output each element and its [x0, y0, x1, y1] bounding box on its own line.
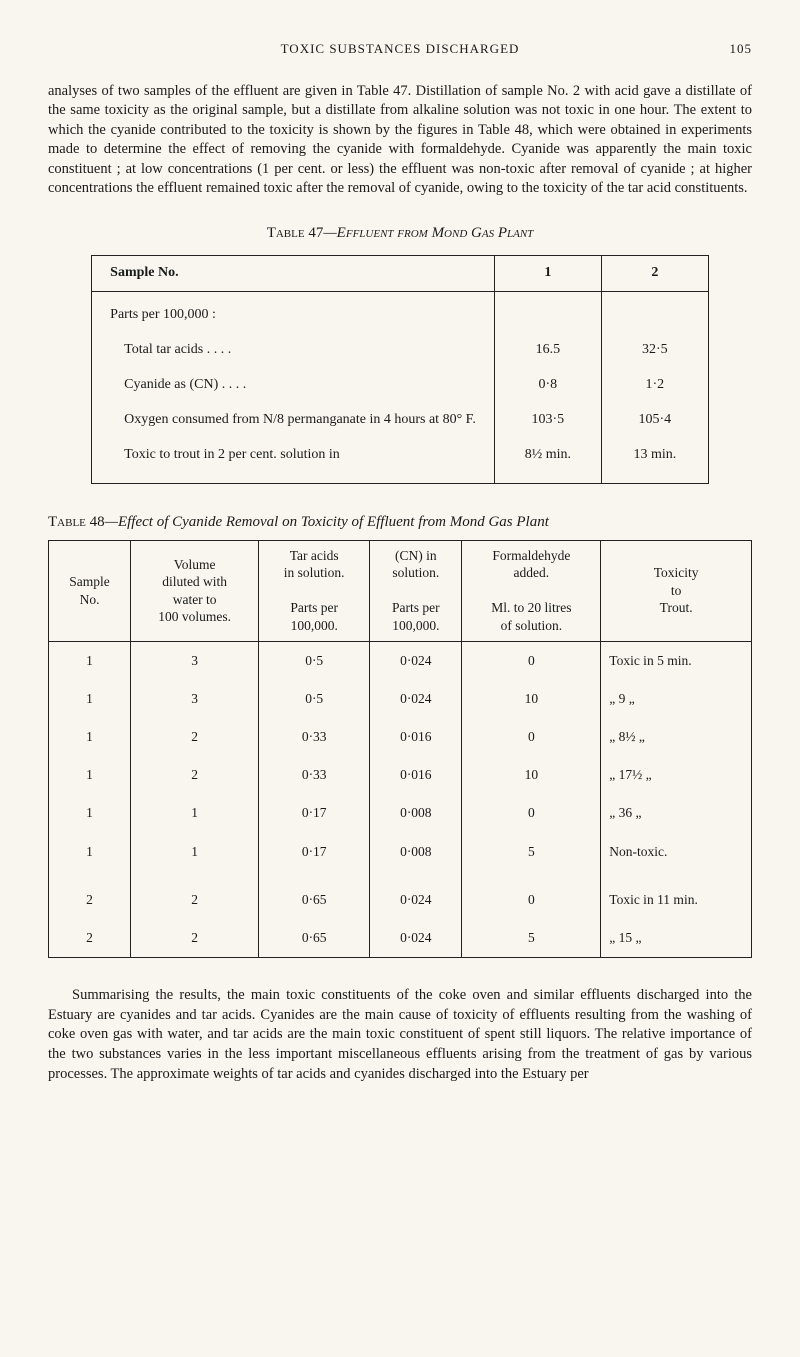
t48-h-toxicity: ToxicitytoTrout.	[601, 540, 752, 641]
t47-row-label: Oxygen consumed from N/8 permanganate in…	[92, 403, 495, 438]
t48-cell: 2	[131, 919, 259, 958]
t47-col-2: 2	[601, 256, 708, 292]
t47-blank	[601, 292, 708, 333]
t48-cell: 0·024	[370, 871, 462, 919]
t47-cell: 16.5	[494, 333, 601, 368]
t47-cell: 8½ min.	[494, 438, 601, 483]
t48-cell: 1	[131, 833, 259, 871]
t48-h-formaldehyde: Formaldehydeadded.Ml. to 20 litresof sol…	[462, 540, 601, 641]
t48-cell: 0·33	[259, 718, 370, 756]
t48-cell: 1	[49, 718, 131, 756]
t48-cell: Non-toxic.	[601, 833, 752, 871]
t48-cell: 0·17	[259, 833, 370, 871]
t47-col-1: 1	[494, 256, 601, 292]
t48-cell: „ 36 „	[601, 794, 752, 832]
table47-caption: Table 47—Effluent from Mond Gas Plant	[48, 223, 752, 243]
t48-cell: 0·5	[259, 680, 370, 718]
t48-cell: 2	[131, 756, 259, 794]
t47-row-text: Cyanide as (CN) . . . .	[110, 376, 246, 395]
t47-row-text: Toxic to trout in 2 per cent. solution i…	[110, 446, 340, 465]
t48-cell: 0·016	[370, 756, 462, 794]
page-number: 105	[712, 40, 752, 58]
t48-cell: 1	[49, 680, 131, 718]
running-title: TOXIC SUBSTANCES DISCHARGED	[88, 40, 712, 58]
t48-cell: 0·008	[370, 833, 462, 871]
t48-h-taracids: Tar acidsin solution.Parts per100,000.	[259, 540, 370, 641]
t48-cell: 0·024	[370, 919, 462, 958]
t48-cell: 1	[49, 794, 131, 832]
t48-cell: 0·65	[259, 919, 370, 958]
t48-cell: 0	[462, 871, 601, 919]
t48-cell: 3	[131, 680, 259, 718]
paragraph-2: Summarising the results, the main toxic …	[48, 986, 752, 1084]
t48-cell: 0·65	[259, 871, 370, 919]
t48-cell: 0·5	[259, 641, 370, 680]
t48-cell: 5	[462, 833, 601, 871]
t47-cell: 32·5	[601, 333, 708, 368]
t48-cell: 10	[462, 680, 601, 718]
t47-row-label: Total tar acids . . . .	[92, 333, 495, 368]
t48-h-volume: Volumediluted withwater to100 volumes.	[131, 540, 259, 641]
t48-cell: 0·024	[370, 641, 462, 680]
t48-cell: „ 15 „	[601, 919, 752, 958]
running-header: TOXIC SUBSTANCES DISCHARGED 105	[48, 40, 752, 58]
t48-cell: 1	[49, 833, 131, 871]
t47-row-text: Total tar acids . . . .	[110, 341, 231, 360]
t47-row-label: Cyanide as (CN) . . . .	[92, 368, 495, 403]
t48-cell: 5	[462, 919, 601, 958]
t47-cell: 103·5	[494, 403, 601, 438]
t48-cell: 10	[462, 756, 601, 794]
header-spacer	[48, 40, 88, 58]
t48-cell: 0·008	[370, 794, 462, 832]
t48-cell: 0	[462, 794, 601, 832]
t48-cell: 0·33	[259, 756, 370, 794]
t47-cell: 105·4	[601, 403, 708, 438]
t48-cell: 1	[49, 756, 131, 794]
table-48: SampleNo. Volumediluted withwater to100 …	[48, 540, 752, 958]
t48-cell: „ 17½ „	[601, 756, 752, 794]
t48-cell: 2	[131, 871, 259, 919]
t48-cell: Toxic in 11 min.	[601, 871, 752, 919]
t47-row-text: Oxygen consumed from N/8 permanganate in…	[110, 411, 476, 430]
table48-caption-rest: —Effect of Cyanide Removal on Toxicity o…	[105, 514, 549, 530]
table-47: Sample No. 1 2 Parts per 100,000 : Total…	[91, 255, 709, 483]
t47-row-label: Toxic to trout in 2 per cent. solution i…	[92, 438, 495, 483]
paragraph-1: analyses of two samples of the effluent …	[48, 82, 752, 199]
t48-h-sample: SampleNo.	[49, 540, 131, 641]
table48-label: Table 48	[48, 514, 105, 530]
t48-cell: 0	[462, 641, 601, 680]
t48-cell: 2	[49, 871, 131, 919]
t48-cell: 1	[49, 641, 131, 680]
paragraph-2-text: Summarising the results, the main toxic …	[48, 987, 752, 1081]
t48-h-cn: (CN) insolution.Parts per100,000.	[370, 540, 462, 641]
t48-cell: Toxic in 5 min.	[601, 641, 752, 680]
table47-caption-rest: —Effluent from Mond Gas Plant	[323, 225, 533, 241]
t48-cell: „ 8½ „	[601, 718, 752, 756]
t48-cell: 0	[462, 718, 601, 756]
t48-cell: 2	[49, 919, 131, 958]
t48-cell: 3	[131, 641, 259, 680]
table48-caption: Table 48—Effect of Cyanide Removal on To…	[48, 512, 752, 532]
t47-cell: 1·2	[601, 368, 708, 403]
table47-label: Table 47	[267, 225, 324, 241]
t48-cell: „ 9 „	[601, 680, 752, 718]
t47-cell: 13 min.	[601, 438, 708, 483]
t47-blank	[494, 292, 601, 333]
t47-col-header: Sample No.	[92, 256, 495, 292]
t48-cell: 1	[131, 794, 259, 832]
t48-cell: 0·17	[259, 794, 370, 832]
t48-cell: 2	[131, 718, 259, 756]
t47-cell: 0·8	[494, 368, 601, 403]
t47-section-label: Parts per 100,000 :	[92, 292, 495, 333]
t48-cell: 0·024	[370, 680, 462, 718]
t48-cell: 0·016	[370, 718, 462, 756]
